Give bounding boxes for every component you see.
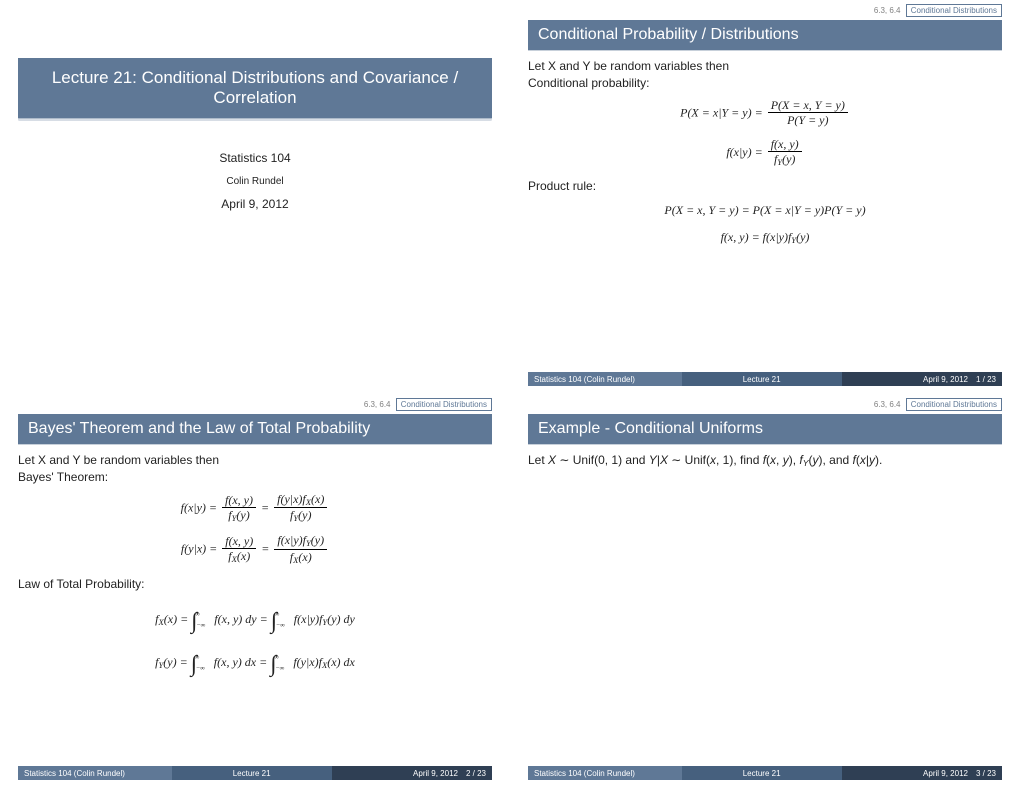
section-name: Conditional Distributions <box>906 398 1002 411</box>
course-name: Statistics 104 <box>18 146 492 171</box>
slide-body: Let X and Y be random variables then Bay… <box>18 452 492 675</box>
eq-den: fY(y) <box>274 508 327 524</box>
author-name: Colin Rundel <box>18 171 492 192</box>
eq-lhs: f(x|y) = <box>181 500 217 514</box>
slide-title-text: Bayes' Theorem and the Law of Total Prob… <box>28 420 370 437</box>
intro-text: Let X and Y be random variables then <box>18 452 492 469</box>
slide-example-uniforms: 6.3, 6.4 Conditional Distributions Examp… <box>510 394 1020 788</box>
section-number: 6.3, 6.4 <box>871 399 904 410</box>
eq-bayes-yx: f(y|x) = f(x, y) fX(x) = f(x|y)fY(y) fX(… <box>18 534 492 566</box>
eq-conditional-prob: P(X = x|Y = y) = P(X = x, Y = y) P(Y = y… <box>528 99 1002 128</box>
slide-title-bar: Example - Conditional Uniforms <box>528 414 1002 444</box>
eq-frac: f(x|y)fY(y) fX(x) <box>274 534 327 566</box>
eq-lhs: P(X = x|Y = y) = <box>680 105 763 119</box>
eq-frac: f(x, y) fX(x) <box>222 535 256 565</box>
eq-product-rule-density: f(x, y) = f(x|y)fY(y) <box>528 229 1002 247</box>
slide-title-bar: Bayes' Theorem and the Law of Total Prob… <box>18 414 492 444</box>
eq-frac: f(x, y) fY(y) <box>222 494 256 524</box>
footer-right: April 9, 2012 3 / 23 <box>842 766 1002 780</box>
slide-body: Let X ∼ Unif(0, 1) and Y|X ∼ Unif(x, 1),… <box>528 452 1002 470</box>
eq-totalprob-x: fX(x) = ∫∞−∞ f(x, y) dy = ∫∞−∞ f(x|y)fY(… <box>18 599 492 632</box>
lecture-title: Lecture 21: Conditional Distributions an… <box>18 58 492 118</box>
eq-den: P(Y = y) <box>768 113 848 128</box>
eq-num: f(x, y) <box>222 494 256 508</box>
eq-eq: = <box>261 500 272 514</box>
eq-den: fX(x) <box>222 549 256 565</box>
label-bayes: Bayes' Theorem: <box>18 469 492 486</box>
footer-page: 1 / 23 <box>976 375 996 384</box>
eq-lhs: f(y|x) = <box>181 542 217 556</box>
eq-density-conditional: f(x|y) = f(x, y) fY(y) <box>528 138 1002 168</box>
eq-num: f(x, y) <box>222 535 256 549</box>
slide-bayes: 6.3, 6.4 Conditional Distributions Bayes… <box>0 394 510 788</box>
footer-center: Lecture 21 <box>682 766 842 780</box>
eq-frac: f(x, y) fY(y) <box>768 138 802 168</box>
eq-eq: = <box>261 542 272 556</box>
eq-product-rule-prob: P(X = x, Y = y) = P(X = x|Y = y)P(Y = y) <box>528 202 1002 219</box>
page-total: 23 <box>987 375 996 384</box>
slide-conditional-prob: 6.3, 6.4 Conditional Distributions Condi… <box>510 0 1020 394</box>
example-text: Let X ∼ Unif(0, 1) and Y|X ∼ Unif(x, 1),… <box>528 453 882 467</box>
footer-date: April 9, 2012 <box>923 769 968 778</box>
section-number: 6.3, 6.4 <box>871 5 904 16</box>
slide-footer: Statistics 104 (Colin Rundel) Lecture 21… <box>528 372 1002 386</box>
slide-footer: Statistics 104 (Colin Rundel) Lecture 21… <box>528 766 1002 780</box>
lecture-title-text: Lecture 21: Conditional Distributions an… <box>52 68 458 107</box>
footer-right: April 9, 2012 2 / 23 <box>332 766 492 780</box>
eq-bayes-xy: f(x|y) = f(x, y) fY(y) = f(y|x)fX(x) fY(… <box>18 493 492 525</box>
eq-num: P(X = x, Y = y) <box>768 99 848 113</box>
page-num: 1 <box>976 375 980 384</box>
footer-page: 2 / 23 <box>466 769 486 778</box>
section-name: Conditional Distributions <box>906 4 1002 17</box>
label-total-prob: Law of Total Probability: <box>18 576 492 593</box>
slide-mini-header: 6.3, 6.4 Conditional Distributions <box>528 394 1002 414</box>
footer-left: Statistics 104 (Colin Rundel) <box>528 766 682 780</box>
page-total: 23 <box>477 769 486 778</box>
page-num: 2 <box>466 769 470 778</box>
eq-num: f(x|y)fY(y) <box>274 534 327 550</box>
footer-left: Statistics 104 (Colin Rundel) <box>528 372 682 386</box>
eq-den: fY(y) <box>768 152 802 168</box>
slide-title-text: Conditional Probability / Distributions <box>538 26 799 43</box>
eq-lhs: f(x|y) = <box>726 145 762 159</box>
footer-date: April 9, 2012 <box>413 769 458 778</box>
title-meta: Statistics 104 Colin Rundel April 9, 201… <box>18 146 492 217</box>
eq-num: f(x, y) <box>768 138 802 152</box>
eq-den: fX(x) <box>274 550 327 566</box>
footer-right: April 9, 2012 1 / 23 <box>842 372 1002 386</box>
footer-date: April 9, 2012 <box>923 375 968 384</box>
footer-center: Lecture 21 <box>682 372 842 386</box>
footer-left: Statistics 104 (Colin Rundel) <box>18 766 172 780</box>
footer-page: 3 / 23 <box>976 769 996 778</box>
slide-body: Let X and Y be random variables then Con… <box>528 58 1002 247</box>
label-conditional: Conditional probability: <box>528 75 1002 92</box>
eq-totalprob-y: fY(y) = ∫∞−∞ f(x, y) dx = ∫∞−∞ f(y|x)fX(… <box>18 642 492 675</box>
section-number: 6.3, 6.4 <box>361 399 394 410</box>
footer-center: Lecture 21 <box>172 766 332 780</box>
slide-title-bar: Conditional Probability / Distributions <box>528 20 1002 50</box>
intro-text: Let X and Y be random variables then <box>528 58 1002 75</box>
section-name: Conditional Distributions <box>396 398 492 411</box>
page-num: 3 <box>976 769 980 778</box>
slide-title-text: Example - Conditional Uniforms <box>538 420 763 437</box>
eq-frac: f(y|x)fX(x) fY(y) <box>274 493 327 525</box>
eq-den: fY(y) <box>222 508 256 524</box>
eq-frac: P(X = x, Y = y) P(Y = y) <box>768 99 848 128</box>
lecture-date: April 9, 2012 <box>18 192 492 217</box>
eq-num: f(y|x)fX(x) <box>274 493 327 509</box>
page-total: 23 <box>987 769 996 778</box>
slide-title: Lecture 21: Conditional Distributions an… <box>0 0 510 394</box>
label-product-rule: Product rule: <box>528 178 1002 195</box>
slide-footer: Statistics 104 (Colin Rundel) Lecture 21… <box>18 766 492 780</box>
slide-mini-header: 6.3, 6.4 Conditional Distributions <box>18 394 492 414</box>
slide-mini-header: 6.3, 6.4 Conditional Distributions <box>528 0 1002 20</box>
